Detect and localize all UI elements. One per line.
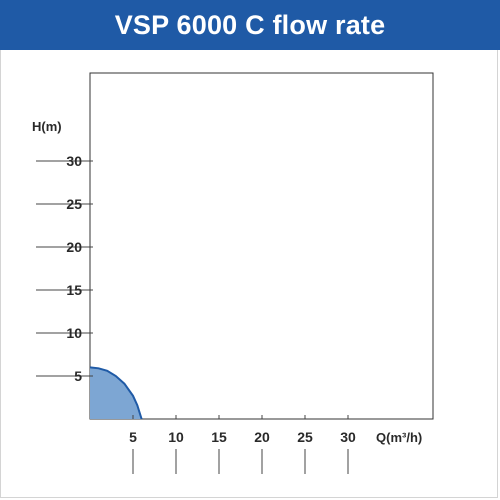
x-axis-ticks: 5 10 15 20 25 30 [129,415,356,474]
performance-curve [89,366,143,420]
y-tick-label: 15 [66,282,82,298]
x-axis-label: Q(m³/h) [376,430,422,445]
x-tick-label: 25 [297,429,313,445]
y-tick-label: 10 [66,325,82,341]
x-tick-label: 20 [254,429,270,445]
performance-area [90,367,142,419]
y-tick-label: 20 [66,239,82,255]
y-axis-label: H(m) [32,119,62,134]
x-tick-label: 10 [168,429,184,445]
y-axis-ticks: 5 10 15 20 25 30 [36,153,93,384]
x-tick-label: 30 [340,429,356,445]
y-tick-label: 25 [66,196,82,212]
chart-title: VSP 6000 C flow rate [114,9,386,40]
title-bar: VSP 6000 C flow rate [0,0,500,50]
curve-layer [89,366,143,420]
plot-area [89,72,434,420]
x-tick-label: 5 [129,429,137,445]
y-tick-label: 30 [66,153,82,169]
x-tick-label: 15 [211,429,227,445]
y-tick-label: 5 [74,368,82,384]
